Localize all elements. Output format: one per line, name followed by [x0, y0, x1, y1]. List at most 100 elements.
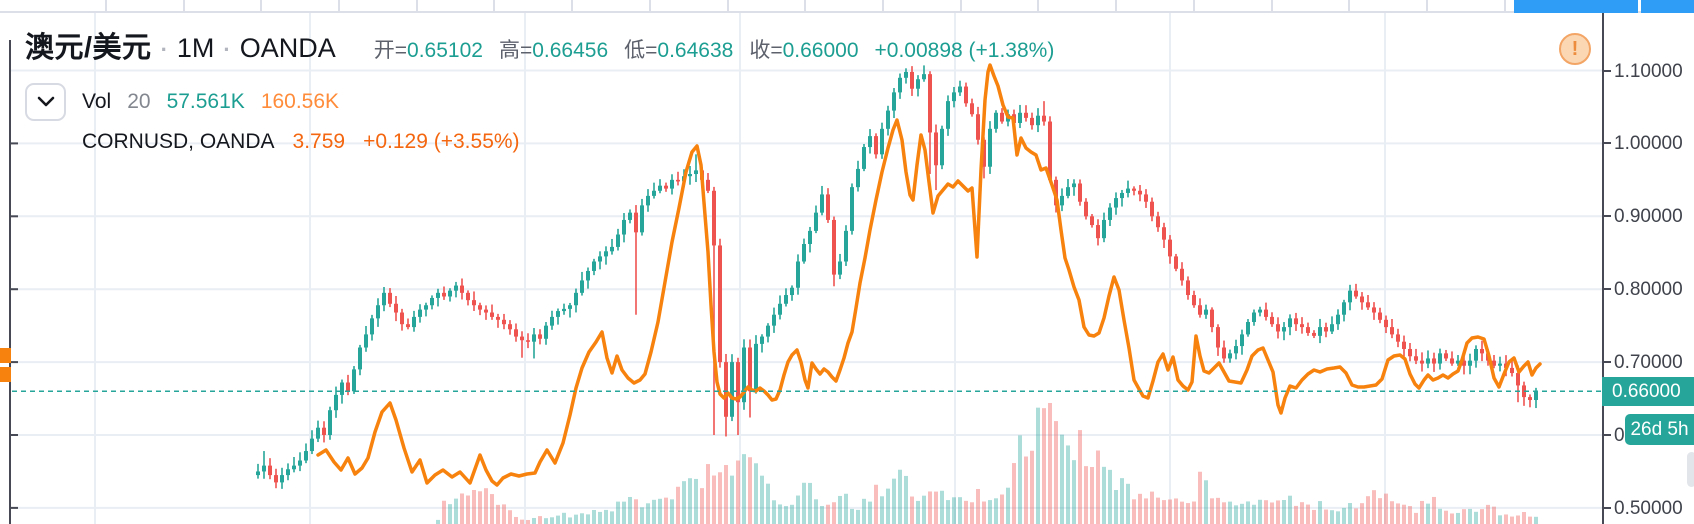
- volume-bar: [472, 489, 476, 524]
- candle-body: [934, 132, 938, 166]
- volume-bar: [952, 497, 956, 524]
- volume-indicator-row: Vol 20 57.561K 160.56K: [25, 83, 1070, 121]
- candle-body: [1426, 358, 1430, 364]
- volume-bar: [1222, 502, 1226, 524]
- candle-body: [844, 230, 848, 262]
- strip-blue-segment: [1514, 0, 1638, 13]
- candle-body: [1150, 201, 1154, 217]
- volume-bar: [1384, 493, 1388, 524]
- volume-bar: [1324, 509, 1328, 524]
- collapse-chevron-button[interactable]: [25, 83, 66, 121]
- volume-bar: [736, 460, 740, 524]
- volume-ma-value: 57.561K: [166, 90, 245, 113]
- compare-symbol-label[interactable]: CORNUSD, OANDA: [82, 130, 275, 153]
- volume-bar: [676, 486, 680, 524]
- candle-body: [1534, 391, 1538, 401]
- volume-bar: [772, 500, 776, 524]
- strip-separator: [1037, 0, 1039, 11]
- candle-body: [1234, 346, 1238, 354]
- symbol-title[interactable]: 澳元/美元: [25, 32, 152, 64]
- volume-bar: [856, 509, 860, 524]
- exchange-label[interactable]: OANDA: [239, 33, 336, 63]
- candle-body: [730, 362, 734, 417]
- volume-bar: [706, 464, 710, 524]
- candle-body: [1000, 112, 1004, 122]
- candle-body: [466, 292, 470, 301]
- candle-body: [550, 316, 554, 326]
- symbol-title-row: 澳元/美元 · 1M · OANDA 开=0.65102 高=0.66456 低…: [25, 24, 1070, 66]
- candle-body: [574, 292, 578, 306]
- volume-bar: [1168, 499, 1172, 524]
- candle-body: [1372, 307, 1376, 313]
- candle-body: [580, 280, 584, 293]
- candle-body: [1018, 112, 1022, 123]
- volume-bar: [1372, 490, 1376, 524]
- strip-separator: [1115, 0, 1117, 11]
- volume-bar: [1126, 483, 1130, 524]
- volume-bar: [1288, 495, 1292, 524]
- volume-bar: [1108, 469, 1112, 524]
- candle-body: [634, 212, 638, 233]
- volume-bar: [910, 496, 914, 524]
- volume-bar: [892, 478, 896, 524]
- volume-bar: [1240, 503, 1244, 524]
- volume-value: 160.56K: [260, 90, 340, 113]
- volume-bar: [1426, 503, 1430, 524]
- volume-bar: [808, 482, 812, 524]
- open-value: 0.65102: [407, 39, 483, 62]
- volume-bar: [526, 519, 530, 524]
- candle-body: [958, 86, 962, 93]
- candle-body: [562, 308, 566, 312]
- candle-body: [652, 190, 656, 196]
- volume-bar: [814, 499, 818, 524]
- volume-bar: [520, 519, 524, 524]
- volume-bar: [610, 511, 614, 524]
- volume-bar: [1144, 498, 1148, 524]
- candle-body: [874, 136, 878, 155]
- price-axis[interactable]: 1.100001.000000.900000.800000.700000.600…: [1602, 13, 1694, 524]
- volume-bar: [1486, 504, 1490, 524]
- candle-body: [1114, 198, 1118, 208]
- volume-bar: [748, 457, 752, 524]
- volume-bar: [1030, 450, 1034, 524]
- low-value: 0.64638: [657, 39, 734, 62]
- high-value: 0.66456: [532, 39, 609, 62]
- candle-body: [1342, 302, 1346, 315]
- candle-body: [352, 369, 356, 392]
- candle-body: [1138, 190, 1142, 195]
- alert-warning-button[interactable]: !: [1559, 33, 1591, 65]
- volume-bar: [1366, 496, 1370, 524]
- volume-indicator-label[interactable]: Vol: [82, 90, 112, 113]
- volume-bar: [634, 499, 638, 524]
- candle-body: [310, 438, 314, 452]
- volume-bar: [1024, 456, 1028, 524]
- candle-body: [412, 316, 416, 328]
- candle-body: [802, 244, 806, 262]
- strip-separator: [1504, 0, 1506, 11]
- volume-bar: [496, 504, 500, 524]
- candle-body: [868, 136, 872, 148]
- strip-separator: [183, 0, 185, 11]
- scrollbar-thumb[interactable]: [1687, 452, 1694, 487]
- candle-body: [1480, 348, 1484, 354]
- volume-bar: [946, 500, 950, 524]
- volume-bar: [652, 499, 656, 524]
- volume-bar: [898, 469, 902, 524]
- volume-bar: [1192, 501, 1196, 524]
- candle-body: [850, 187, 854, 231]
- volume-bar: [1258, 499, 1262, 524]
- volume-bar: [682, 481, 686, 524]
- candle-body: [1216, 327, 1220, 348]
- interval-label[interactable]: 1M: [176, 33, 215, 63]
- high-label: 高=: [498, 39, 533, 62]
- volume-bar: [1282, 499, 1286, 524]
- strip-separator: [338, 0, 340, 11]
- volume-bar: [988, 500, 992, 524]
- volume-bar: [1228, 501, 1232, 524]
- candle-body: [436, 292, 440, 298]
- price-axis-label: 0.50000: [1614, 497, 1683, 519]
- candle-body: [292, 465, 296, 470]
- strip-separator: [804, 0, 806, 11]
